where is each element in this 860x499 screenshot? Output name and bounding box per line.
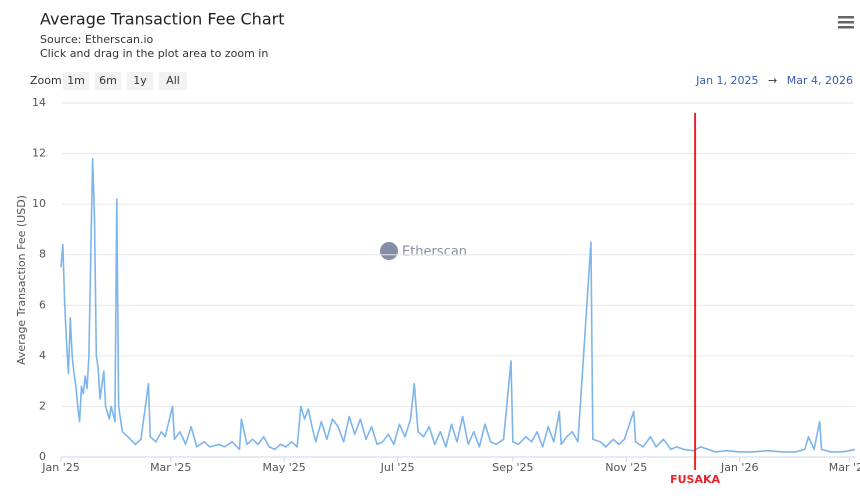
- zoom-label: Zoom: [30, 74, 62, 87]
- zoom-button-bg: [159, 72, 187, 90]
- zoom-button[interactable]: 6m: [95, 72, 121, 90]
- x-tick-label: May '25: [263, 461, 306, 474]
- zoom-button-label: 1m: [67, 74, 85, 87]
- watermark-text: Etherscan: [402, 245, 467, 260]
- zoom-button-label: 1y: [133, 74, 147, 87]
- range-to: Mar 4, 2026: [787, 74, 853, 87]
- zoom-button[interactable]: 1y: [127, 72, 153, 90]
- menu-button[interactable]: [838, 16, 854, 29]
- zoom-button-bg: [127, 72, 153, 90]
- y-tick-label: 14: [32, 96, 46, 109]
- annotation-label: FUSAKA: [670, 473, 720, 486]
- menu-bar: [838, 16, 854, 19]
- zoom-button-bg: [95, 72, 121, 90]
- range-separator: →: [768, 74, 777, 87]
- range-from: Jan 1, 2025: [695, 74, 758, 87]
- y-tick-label: 8: [39, 248, 46, 261]
- zoom-button-bg: [63, 72, 89, 90]
- x-tick-label: Mar '26: [829, 461, 860, 474]
- range-display: Jan 1, 2025 → Mar 4, 2026: [695, 74, 853, 87]
- menu-bar: [838, 26, 854, 29]
- chart-title: Average Transaction Fee Chart: [40, 10, 284, 29]
- x-tick-label: Sep '25: [492, 461, 533, 474]
- x-tick-label: Mar '25: [150, 461, 191, 474]
- zoom-button-label: 6m: [99, 74, 117, 87]
- data-line: [60, 157, 856, 453]
- y-tick-label: 2: [39, 399, 46, 412]
- y-axis-label: Average Transaction Fee (USD): [15, 195, 28, 365]
- x-tick-label: Jul '25: [380, 461, 415, 474]
- y-tick-label: 4: [39, 349, 46, 362]
- watermark-logo: [380, 242, 398, 260]
- x-tick-label: Jan '25: [41, 461, 79, 474]
- y-tick-label: 0: [39, 450, 46, 463]
- y-tick-label: 10: [32, 197, 46, 210]
- y-tick-label: 12: [32, 147, 46, 160]
- watermark: Etherscan: [380, 242, 467, 260]
- menu-bar: [838, 21, 854, 24]
- zoom-note: Click and drag in the plot area to zoom …: [40, 47, 268, 60]
- zoom-button-label: All: [166, 74, 180, 87]
- x-tick-label: Nov '25: [605, 461, 647, 474]
- y-tick-label: 6: [39, 298, 46, 311]
- x-tick-label: Jan '26: [720, 461, 758, 474]
- zoom-button[interactable]: 1m: [63, 72, 89, 90]
- subtitle: Source: Etherscan.io: [40, 33, 154, 46]
- zoom-button[interactable]: All: [159, 72, 187, 90]
